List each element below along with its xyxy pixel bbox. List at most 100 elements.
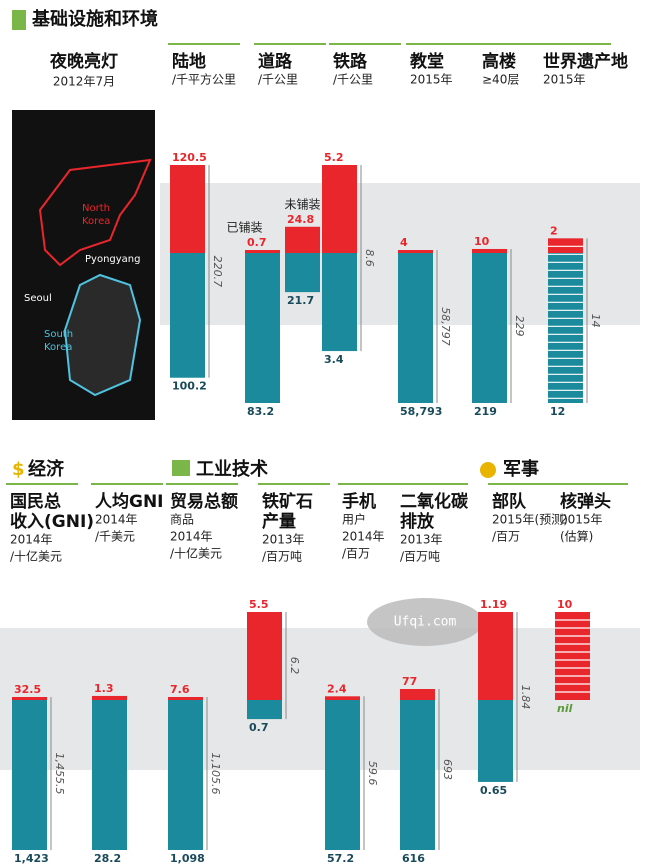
south-label: 100.2 — [172, 380, 207, 393]
column-subtitle: /千公里 — [258, 73, 298, 87]
south-label: 616 — [402, 852, 425, 864]
north-label: 120.5 — [172, 151, 207, 164]
column-title: 铁矿石 — [262, 491, 313, 512]
map-label: Korea — [82, 216, 110, 227]
total-label: 1.84 — [519, 685, 532, 710]
column-title: 贸易总额 — [170, 491, 238, 512]
bar-note: 未铺装 — [284, 197, 320, 211]
total-label: 6.2 — [288, 657, 301, 675]
total-label: 220.7 — [211, 256, 224, 288]
section-title: 军事 — [503, 458, 539, 480]
north-label: 4 — [400, 236, 408, 249]
column-title: 手机 — [342, 491, 376, 512]
column-subtitle: 2014年 — [342, 530, 385, 544]
south-bar — [472, 253, 507, 403]
north-bar — [398, 250, 433, 253]
column-subtitle: 2014年 — [170, 530, 213, 544]
south-label: 57.2 — [327, 852, 354, 864]
total-label: 58,797 — [439, 307, 452, 346]
south-bar — [168, 700, 203, 850]
south-bar — [247, 700, 282, 720]
column-subtitle: /十亿美元 — [170, 546, 222, 561]
north-bar — [478, 612, 513, 700]
north-bar — [92, 695, 127, 700]
column-title: 铁路 — [333, 51, 368, 72]
north-bar — [170, 165, 205, 253]
total-label: 1,455.5 — [53, 753, 66, 795]
north-bar — [12, 697, 47, 700]
south-label: 0.7 — [249, 721, 269, 734]
south-border — [63, 273, 142, 397]
north-border — [38, 158, 152, 267]
column-subtitle: 2012年7月 — [53, 75, 115, 89]
north-label: 0.7 — [247, 236, 267, 249]
north-label: 10 — [474, 235, 490, 248]
column-title: 国民总 — [10, 491, 61, 512]
south-label: 0.65 — [480, 784, 507, 797]
north-bar — [245, 250, 280, 253]
column-subtitle: 用户 — [342, 512, 366, 527]
south-bar — [170, 253, 205, 378]
column-subtitle: 2015年 — [410, 73, 453, 87]
column-subtitle: 商品 — [170, 512, 194, 527]
map-label: Pyongyang — [85, 254, 140, 265]
column-subtitle: 2013年 — [262, 533, 305, 547]
icon: $ — [12, 459, 25, 480]
north-label: 5.5 — [249, 598, 269, 611]
map-label: Korea — [44, 342, 72, 353]
south-label: 12 — [550, 405, 565, 418]
column-title: 部队 — [492, 491, 527, 512]
north-label: 1.19 — [480, 598, 507, 611]
total-label: 693 — [441, 759, 454, 780]
column-title: 排放 — [400, 511, 435, 532]
section-title: 经济 — [28, 458, 65, 480]
south-label: 1,423 — [14, 852, 49, 864]
column-title: 高楼 — [482, 51, 516, 72]
column-subtitle: 2015年 — [560, 513, 603, 527]
bar-note: 已铺装 — [226, 221, 262, 235]
total-label: 229 — [513, 315, 526, 336]
column-subtitle: (估算) — [560, 529, 593, 544]
north-label: 77 — [402, 675, 417, 688]
map-label: North — [82, 203, 110, 214]
south-label: 83.2 — [247, 405, 274, 418]
total-label: 14 — [589, 314, 602, 328]
column-subtitle: /百万吨 — [262, 550, 302, 564]
section-title: 工业技术 — [196, 458, 268, 480]
column-subtitle: /十亿美元 — [10, 549, 62, 564]
column-title: 收入(GNI) — [10, 511, 94, 532]
south-bar — [285, 253, 320, 293]
north-label: 32.5 — [14, 683, 41, 696]
north-bar — [400, 689, 435, 700]
map-label: South — [44, 329, 73, 340]
north-label: 24.8 — [287, 213, 314, 226]
column-subtitle: /百万 — [492, 530, 520, 544]
south-bar — [245, 253, 280, 403]
south-label: 28.2 — [94, 852, 121, 864]
column-title: 二氧化碳 — [400, 491, 469, 512]
south-label: 21.7 — [287, 294, 314, 307]
column-subtitle: 2015年 — [543, 73, 586, 87]
south-bar — [92, 700, 127, 850]
icon — [12, 10, 26, 30]
south-bar — [478, 700, 513, 782]
south-bar — [548, 253, 583, 403]
north-bar — [325, 696, 360, 700]
north-label: 2 — [550, 224, 558, 237]
watermark-bg — [367, 598, 483, 646]
south-bar — [12, 700, 47, 850]
total-label: 1,105.6 — [209, 753, 222, 795]
south-label: 219 — [474, 405, 497, 418]
column-subtitle: /百万吨 — [400, 550, 440, 564]
north-label: 2.4 — [327, 682, 347, 695]
total-label: 59.6 — [366, 761, 379, 786]
column-subtitle: 2014年 — [95, 513, 138, 527]
map-label: Seoul — [24, 293, 52, 304]
column-subtitle: ≥40层 — [482, 73, 519, 87]
south-label: nil — [557, 702, 573, 715]
south-bar — [398, 253, 433, 403]
column-title: 世界遗产地 — [543, 51, 628, 72]
column-title: 夜晚亮灯 — [49, 51, 118, 72]
north-bar — [472, 248, 507, 253]
